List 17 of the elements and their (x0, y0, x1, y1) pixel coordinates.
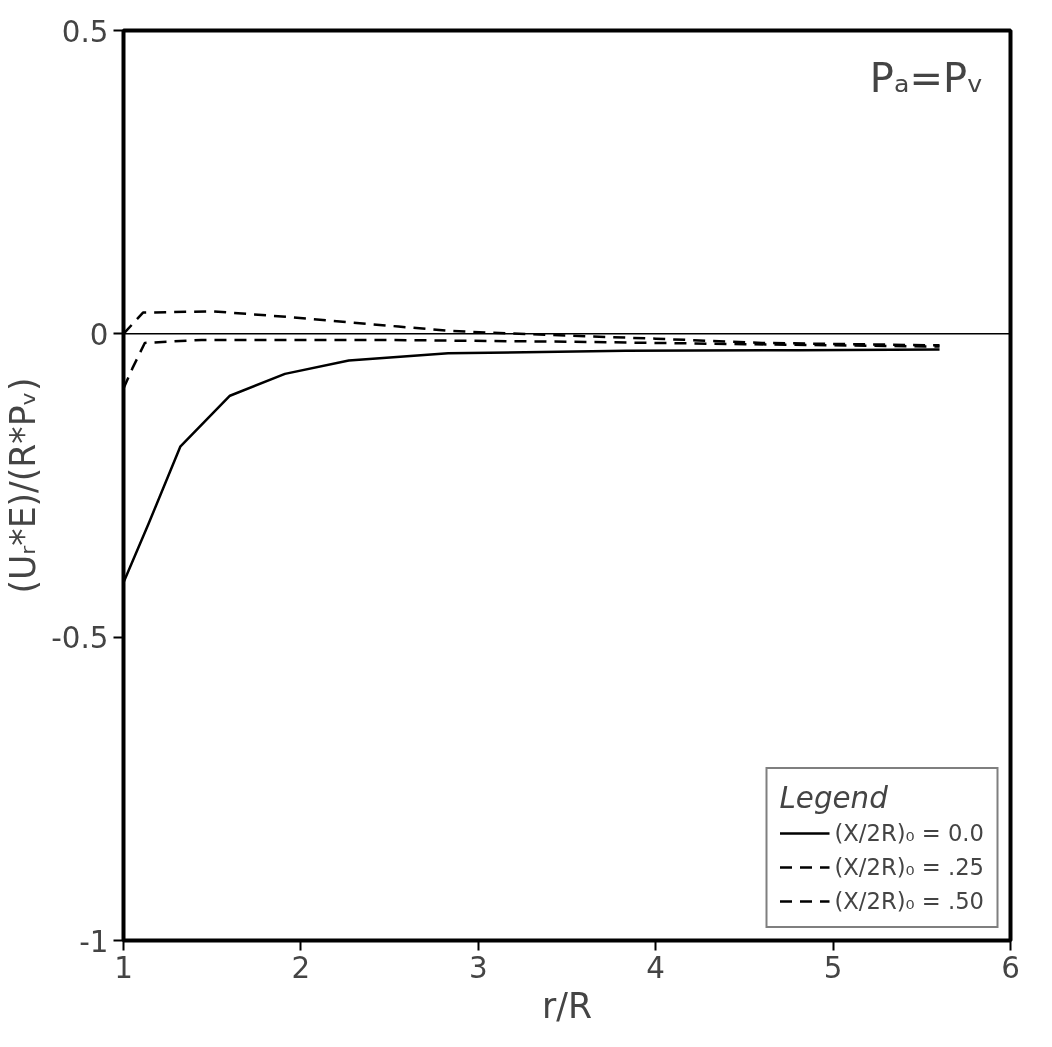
legend-label: (X/2R)₀ = .25 (834, 854, 984, 880)
x-tick-label: 4 (646, 950, 666, 985)
legend-title: Legend (779, 781, 889, 815)
legend-label: (X/2R)₀ = 0.0 (834, 820, 984, 846)
x-tick-label: 3 (468, 950, 488, 985)
legend-label: (X/2R)₀ = .50 (834, 888, 984, 914)
x-tick-label: 1 (114, 950, 133, 985)
x-tick-label: 5 (823, 950, 843, 985)
y-axis-title: (Uᵣ*E)/(R*Pᵥ) (3, 377, 44, 594)
annotation: Pₐ=Pᵥ (869, 54, 984, 101)
x-tick-label: 6 (1001, 950, 1020, 985)
x-tick-label: 2 (291, 950, 311, 985)
y-tick-label: -0.5 (51, 621, 109, 656)
x-axis-title: r/R (542, 985, 593, 1026)
y-tick-label: 0.5 (61, 14, 109, 49)
y-tick-label: 0 (89, 317, 109, 352)
y-tick-label: -1 (79, 924, 109, 959)
